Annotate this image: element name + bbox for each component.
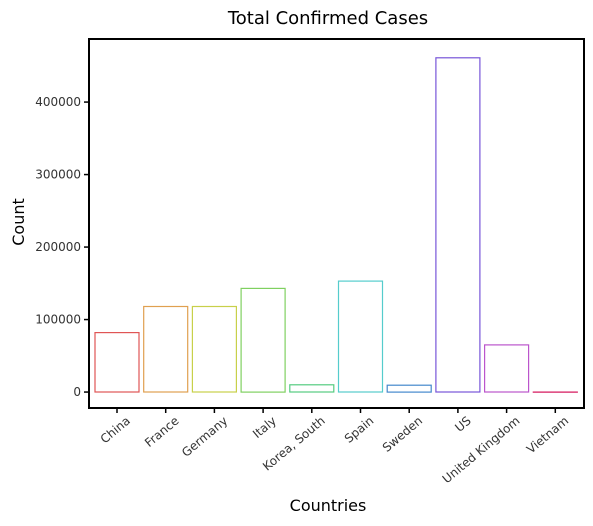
bar-italy (240, 287, 286, 393)
x-axis-label: Countries (290, 496, 367, 515)
bar-spain (337, 280, 384, 393)
y-tick-label: 200000 (35, 240, 81, 254)
bars-group (94, 57, 578, 393)
x-tick-label: France (142, 414, 182, 450)
y-tick-label: 400000 (35, 95, 81, 109)
bar-france (143, 305, 189, 393)
y-axis-label: Count (9, 198, 28, 246)
y-tick-label: 0 (73, 385, 81, 399)
bar-sweden (386, 384, 432, 393)
x-tick-label: Sweden (380, 414, 425, 455)
bar-united-kingdom (484, 344, 530, 393)
y-tick-label: 100000 (35, 313, 81, 327)
plot-frame (88, 38, 585, 409)
bar-china (94, 332, 140, 393)
y-tick-label: 300000 (35, 168, 81, 182)
bar-korea-south (289, 384, 335, 393)
bar-germany (191, 305, 237, 393)
bar-us (435, 57, 481, 393)
x-tick-label: China (98, 414, 133, 447)
x-tick-label: Italy (250, 414, 279, 441)
x-tick-label: Vietnam (524, 414, 571, 457)
x-tick-label: US (452, 414, 474, 435)
y-axis: 0 100000 200000 300000 400000 (35, 95, 89, 399)
bar-vietnam (532, 391, 578, 393)
chart-title: Total Confirmed Cases (227, 8, 428, 29)
x-tick-label: Germany (179, 414, 230, 460)
x-tick-label: Spain (342, 414, 377, 446)
